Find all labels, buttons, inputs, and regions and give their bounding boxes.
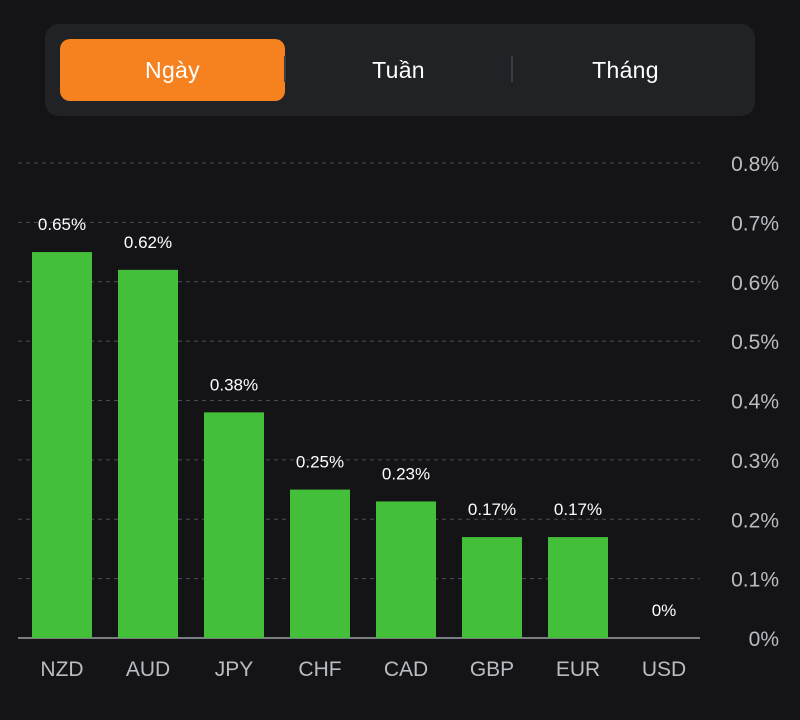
category-label: GBP <box>470 658 514 681</box>
bar-chf <box>290 489 350 638</box>
category-label: AUD <box>126 658 170 681</box>
data-label: 0.25% <box>296 453 344 472</box>
bar-aud <box>118 269 178 638</box>
data-label: 0.17% <box>468 500 516 519</box>
data-label: 0.17% <box>554 500 602 519</box>
category-label: NZD <box>40 658 83 681</box>
y-tick-label: 0.7% <box>731 212 779 235</box>
bar-eur <box>548 537 608 638</box>
data-label: 0.38% <box>210 375 258 394</box>
tab-month[interactable]: Tháng <box>592 56 659 83</box>
category-label: CAD <box>384 658 428 681</box>
y-tick-label: 0% <box>749 628 779 651</box>
bar-jpy <box>204 412 264 638</box>
data-label: 0% <box>652 601 677 620</box>
data-label: 0.65% <box>38 215 86 234</box>
y-tick-label: 0.4% <box>731 391 779 414</box>
category-label: USD <box>642 658 686 681</box>
category-label: CHF <box>298 658 341 681</box>
tab-week[interactable]: Tuần <box>372 56 425 83</box>
bar-gbp <box>462 537 522 638</box>
data-label: 0.62% <box>124 233 172 252</box>
y-tick-label: 0.1% <box>731 569 779 592</box>
tab-divider <box>284 56 286 82</box>
period-segmented-control: Ngày Tuần Tháng <box>45 24 755 116</box>
y-tick-label: 0.8% <box>731 153 779 176</box>
y-tick-label: 0.6% <box>731 272 779 295</box>
y-tick-label: 0.3% <box>731 450 779 473</box>
tab-divider <box>511 56 513 82</box>
y-tick-label: 0.2% <box>731 509 779 532</box>
y-tick-label: 0.5% <box>731 331 779 354</box>
category-label: EUR <box>556 658 600 681</box>
bar-cad <box>376 501 436 638</box>
category-label: JPY <box>215 658 254 681</box>
bar-nzd <box>32 252 92 638</box>
data-label: 0.23% <box>382 464 430 483</box>
tab-day[interactable]: Ngày <box>60 39 285 101</box>
